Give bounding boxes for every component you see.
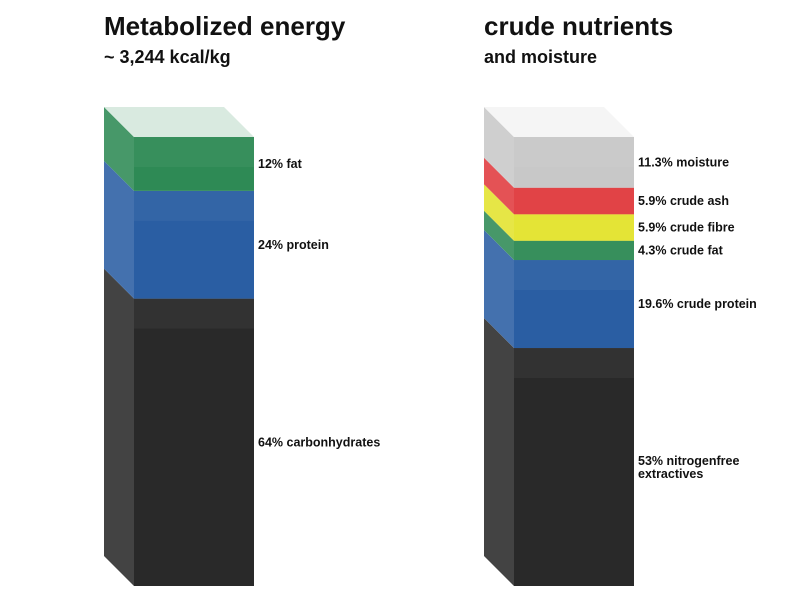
bar-front-face: [134, 298, 254, 586]
bar-segment-12-fat: 12% fat: [104, 107, 303, 191]
chart-title-metabolized-energy: Metabolized energy: [104, 11, 346, 41]
segment-label-11-3-moisture: 11.3% moisture: [638, 155, 729, 169]
segment-label-24-protein: 24% protein: [258, 238, 329, 252]
bar-back-shadow: [514, 214, 634, 241]
stacked-bar-1: 64% carbonhydrates 24% protein 12% fat: [104, 107, 380, 586]
bar-segment-5-9-crude-fibre: 5.9% crude fibre: [484, 184, 735, 241]
bar-side-face: [104, 160, 134, 299]
bar-top-face: [104, 107, 254, 137]
segment-label-19-6-crude-protein: 19.6% crude protein: [638, 297, 757, 311]
bar-segment-19-6-crude-protein: 19.6% crude protein: [484, 230, 757, 349]
bar-top-face: [484, 107, 634, 137]
bar-side-face: [484, 210, 514, 261]
segment-label-12-fat: 12% fat: [258, 157, 303, 171]
bar-segment-5-9-crude-ash: 5.9% crude ash: [484, 157, 729, 215]
bar-side-face: [104, 107, 134, 191]
bar-side-face: [484, 184, 514, 241]
bar-back-shadow: [134, 137, 254, 167]
segment-label-53-nitrogenfree-extractives: 53% nitrogenfree extractives: [638, 454, 739, 481]
chart-title-crude-nutrients: crude nutrients: [484, 11, 674, 41]
bar-back-shadow: [134, 190, 254, 221]
bar-segment-11-3-moisture: 11.3% moisture: [484, 107, 729, 188]
bar-segment-24-protein: 24% protein: [104, 160, 329, 299]
bar-back-shadow: [514, 240, 634, 261]
bar-back-shadow: [514, 348, 634, 379]
segment-label-5-9-crude-fibre: 5.9% crude fibre: [638, 220, 735, 234]
segment-label-4-3-crude-fat: 4.3% crude fat: [638, 243, 724, 257]
chart-subtitle-kcal: ~ 3,244 kcal/kg: [104, 47, 231, 67]
bar-side-face: [484, 318, 514, 586]
bar-side-face: [484, 157, 514, 215]
stacked-bar-2: 53% nitrogenfree extractives 19.6% crude p…: [484, 107, 757, 586]
bar-back-shadow: [134, 298, 254, 329]
bar-side-face: [484, 107, 514, 188]
bar-side-face: [104, 268, 134, 586]
bar-back-shadow: [514, 137, 634, 167]
bar-back-shadow: [514, 187, 634, 215]
bar-back-shadow: [514, 260, 634, 291]
chart-subtitle-moisture: and moisture: [484, 47, 598, 67]
bar-side-face: [484, 230, 514, 349]
bar-segment-53-nitrogenfree-extractives: 53% nitrogenfree extractives: [484, 318, 739, 586]
bar-segment-64-carbonhydrates: 64% carbonhydrates: [104, 268, 380, 586]
segment-label-64-carbonhydrates: 64% carbonhydrates: [258, 435, 380, 449]
bar-front-face: [514, 348, 634, 586]
bar-segment-4-3-crude-fat: 4.3% crude fat: [484, 210, 724, 261]
segment-label-5-9-crude-ash: 5.9% crude ash: [638, 194, 729, 208]
